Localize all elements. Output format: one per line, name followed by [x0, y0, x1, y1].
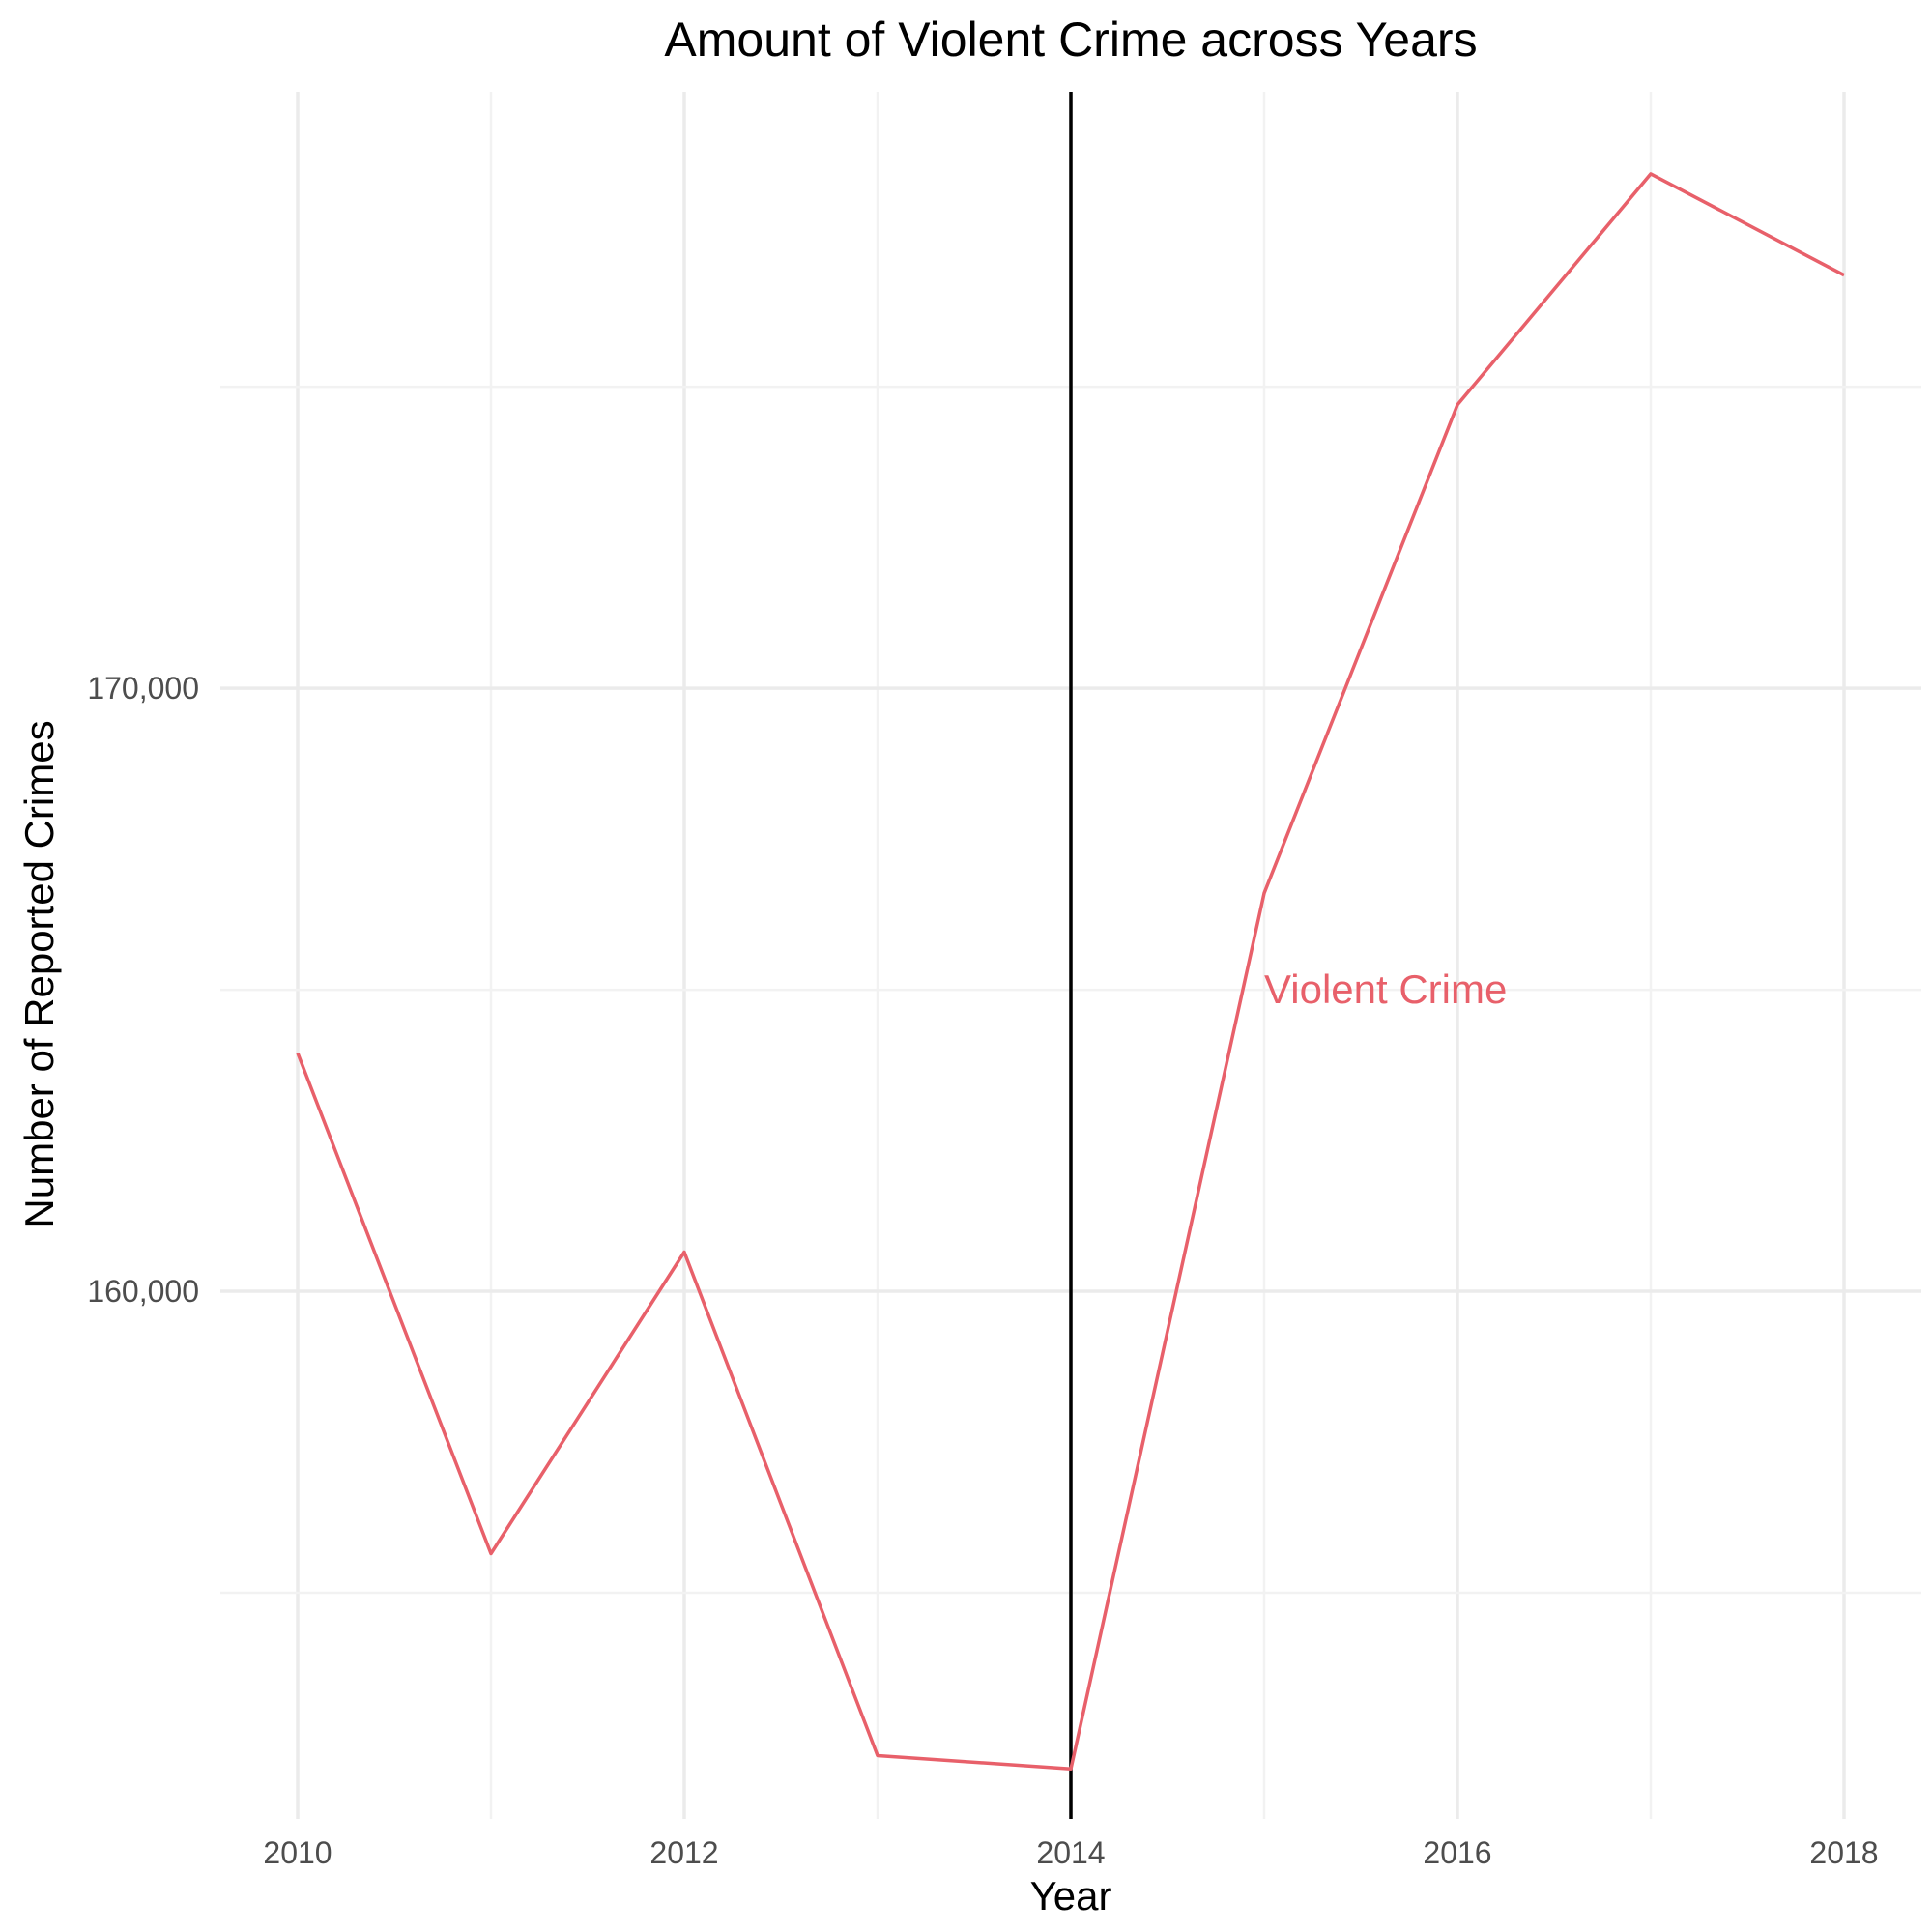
y-tick-label: 160,000 [87, 1274, 199, 1309]
x-tick-label: 2016 [1423, 1835, 1491, 1870]
tick-labels: 2010 2012 2014 2016 2018 160,000 170,000 [87, 671, 1878, 1870]
x-tick-label: 2010 [263, 1835, 332, 1870]
series-annotation-label: Violent Crime [1264, 966, 1507, 1012]
y-axis-title: Number of Reported Crimes [16, 720, 62, 1227]
y-tick-label: 170,000 [87, 671, 199, 706]
series-line-violent-crime [296, 172, 1845, 1771]
x-tick-label: 2012 [649, 1835, 718, 1870]
x-tick-label: 2018 [1809, 1835, 1878, 1870]
x-axis-title: Year [1030, 1873, 1112, 1918]
chart-title: Amount of Violent Crime across Years [664, 13, 1477, 67]
series-group [296, 172, 1845, 1771]
x-tick-label: 2014 [1036, 1835, 1105, 1870]
